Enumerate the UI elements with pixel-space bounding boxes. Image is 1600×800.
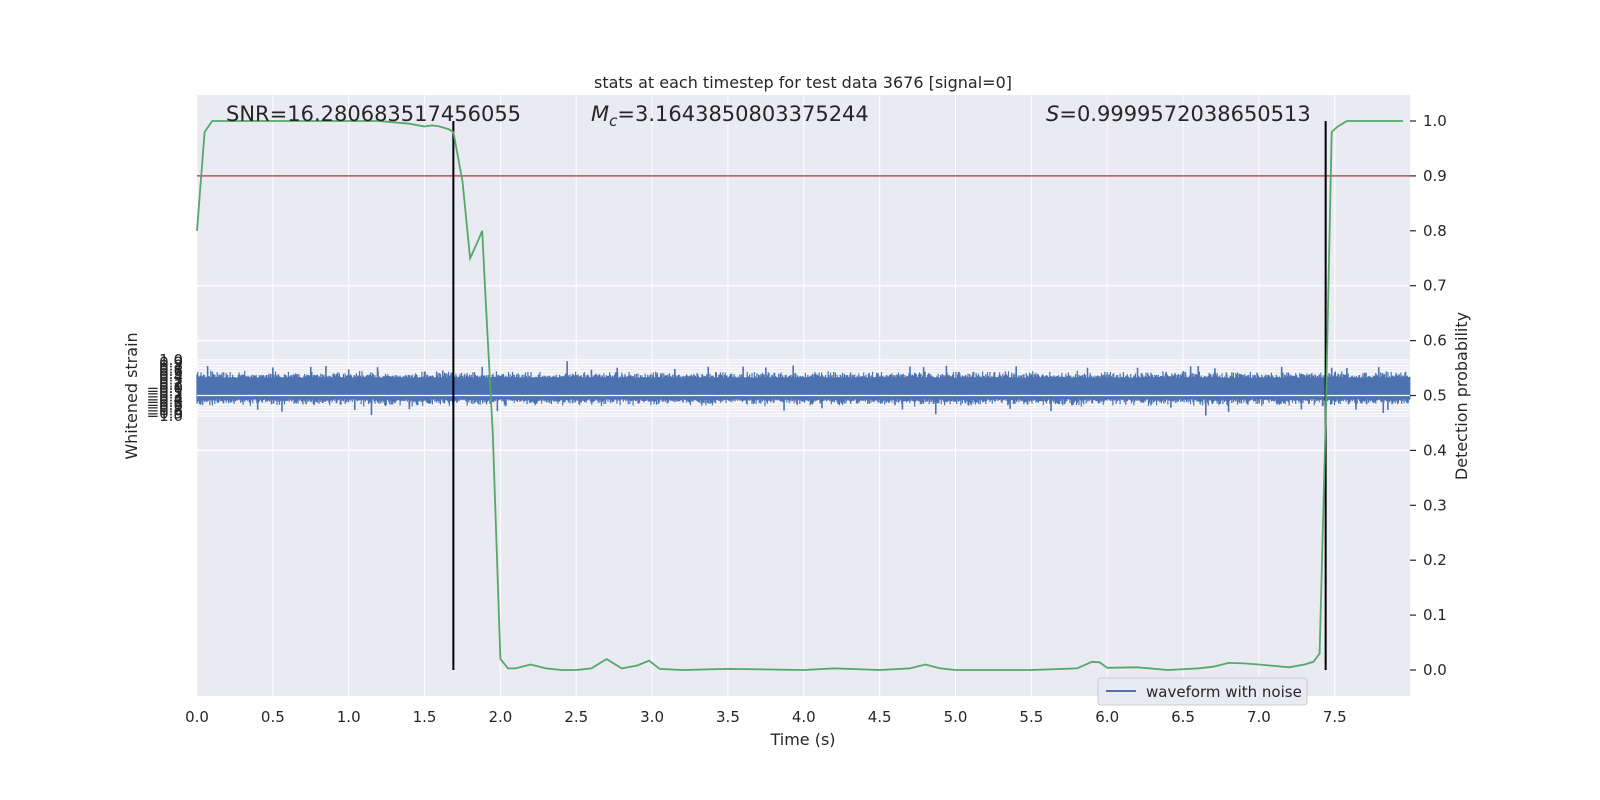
y-tick-label: −0.0	[147, 379, 183, 397]
x-tick-label: 5.0	[944, 708, 968, 726]
y-tick-label: −0.5	[147, 393, 183, 411]
s-symbol: S	[1046, 102, 1059, 126]
x-tick-label: 0.5	[261, 708, 285, 726]
y-tick-label: 0.1	[159, 376, 183, 394]
y2-tick-label: 0.1	[1423, 606, 1447, 624]
waveform-series	[196, 361, 1411, 416]
chirp-mass-annotation: Mc=3.1643850803375244	[591, 102, 869, 130]
y-axis-ticks: 1.00.90.80.70.60.50.40.30.20.10.0−0.0−0.…	[147, 351, 183, 425]
y-tick-label: 0.9	[159, 354, 183, 372]
y2-axis-ticks: 1.0 0.9 0.8 0.7 0.6 0.5 0.4 0.3 0.2 0.1 0.0	[1410, 112, 1447, 679]
y-tick-label: −0.6	[147, 396, 183, 414]
y2-tick-label: 0.0	[1423, 661, 1447, 679]
y-tick-label: 0.5	[159, 365, 183, 383]
probability-line	[196, 120, 1403, 671]
x-tick-label: 4.5	[868, 708, 892, 726]
legend: waveform with noise	[1097, 677, 1308, 706]
y2-tick-label: 0.2	[1423, 551, 1447, 569]
y-tick-label: −0.1	[147, 382, 183, 400]
y-tick-label: 0.6	[159, 362, 183, 380]
y-tick-label: −0.7	[147, 399, 183, 417]
legend-label: waveform with noise	[1146, 683, 1302, 701]
x-tick-label: 4.0	[792, 708, 816, 726]
y-tick-label: −0.3	[147, 387, 183, 405]
y2-tick-label: 1.0	[1423, 112, 1447, 130]
x-tick-label: 3.5	[716, 708, 740, 726]
x-tick-label: 2.0	[488, 708, 512, 726]
y-tick-label: 0.3	[159, 371, 183, 389]
y2-tick-label: 0.6	[1423, 332, 1447, 350]
y-tick-label: 0.0	[159, 379, 183, 397]
x-tick-label: 7.0	[1247, 708, 1271, 726]
snr-annotation: SNR=16.280683517456055	[226, 102, 521, 126]
x-tick-label: 3.0	[640, 708, 664, 726]
x-tick-label: 1.0	[337, 708, 361, 726]
y-tick-label: 0.2	[159, 373, 183, 391]
white-hlines	[197, 285, 1410, 451]
x-tick-label: 5.5	[1019, 708, 1043, 726]
y2-tick-label: 0.8	[1423, 222, 1447, 240]
y2-axis-label: Detection probability	[1452, 312, 1471, 480]
s-value: =0.9999572038650513	[1059, 102, 1310, 126]
y2-tick-label: 0.4	[1423, 441, 1447, 459]
waveform-core	[197, 377, 1410, 400]
x-tick-label: 2.5	[564, 708, 588, 726]
y2-tick-label: 0.7	[1423, 277, 1447, 295]
mc-value: =3.1643850803375244	[617, 102, 868, 126]
y-tick-label: −0.9	[147, 404, 183, 422]
y2-tick-label: 0.3	[1423, 496, 1447, 514]
x-tick-label: 1.5	[413, 708, 437, 726]
y-tick-label: −0.4	[147, 390, 183, 408]
x-tick-label: 7.5	[1323, 708, 1347, 726]
x-tick-label: 6.5	[1171, 708, 1195, 726]
x-tick-label: 0.0	[185, 708, 209, 726]
legend-box	[1097, 677, 1308, 706]
y-tick-label: 0.7	[159, 359, 183, 377]
mc-symbol: M	[591, 102, 609, 126]
mc-subscript: c	[609, 112, 618, 130]
x-tick-label: 6.0	[1095, 708, 1119, 726]
x-axis-label: Time (s)	[769, 730, 835, 749]
chart-title: stats at each timestep for test data 367…	[594, 73, 1012, 92]
y2-tick-label: 0.5	[1423, 387, 1447, 405]
x-axis-ticks: 0.0 0.5 1.0 1.5 2.0 2.5 3.0 3.5 4.0 4.5 5.0 5.5 6.0 6…	[185, 708, 1347, 726]
y-tick-label: 1.0	[159, 351, 183, 369]
y-axis-label: Whitened strain	[122, 332, 141, 459]
spin-annotation: S=0.9999572038650513	[1046, 102, 1311, 126]
y-tick-label: 0.8	[159, 356, 183, 374]
y-tick-label: −1.0	[147, 407, 183, 425]
y-tick-label: 0.4	[159, 368, 183, 386]
y2-tick-label: 0.9	[1423, 167, 1447, 185]
y-tick-label: −0.2	[147, 385, 183, 403]
y-tick-label: −0.8	[147, 402, 183, 420]
